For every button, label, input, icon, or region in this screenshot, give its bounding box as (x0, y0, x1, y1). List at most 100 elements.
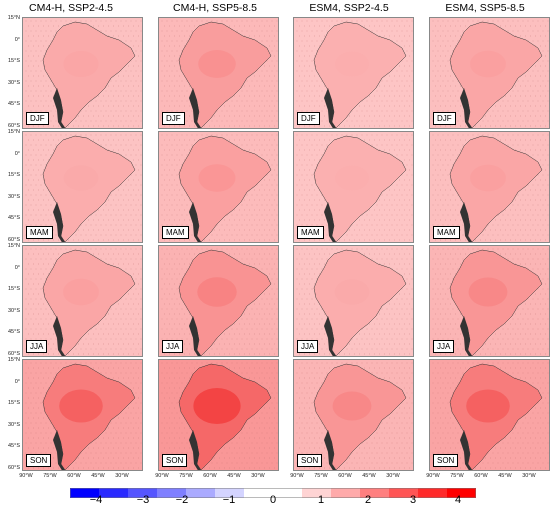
temperature-anomaly-map (23, 246, 142, 356)
colorbar-segment (273, 488, 303, 498)
colorbar-segment (128, 488, 158, 498)
map-panel-mam-col1: MAM (22, 131, 143, 243)
column-title-3: ESM4, SSP2-4.5 (309, 2, 389, 14)
colorbar-tick-label: 2 (364, 494, 372, 506)
latitude-tick-label: 60°S (8, 236, 20, 243)
andes-region (189, 316, 201, 356)
latitude-tick-label: 15°S (8, 58, 20, 64)
longitude-tick-label: 75°W (179, 473, 193, 479)
latitude-tick-label: 15°N (7, 15, 20, 21)
colorbar-ramp (70, 488, 477, 498)
warming-hotspot (470, 50, 506, 78)
andes-region (53, 430, 65, 470)
map-panel-djf-col2: DJF (158, 17, 279, 129)
temperature-anomaly-map (294, 132, 413, 242)
latitude-tick-label: 45°S (8, 215, 20, 221)
map-panel-djf-col3: DJF (293, 17, 414, 129)
longitude-tick-label: 90°W (426, 473, 440, 479)
map-panel-son-col4: SON (429, 359, 550, 471)
temperature-anomaly-map (294, 246, 413, 356)
column-title-2: CM4-H, SSP5-8.5 (172, 2, 258, 14)
warming-hotspot (334, 279, 370, 305)
season-label: DJF (433, 112, 456, 125)
warming-hotspot (63, 165, 99, 191)
temperature-anomaly-map (159, 246, 278, 356)
colorbar-tick-label: 0 (269, 494, 277, 506)
colorbar-tick-label: 4 (454, 494, 462, 506)
longitude-tick-label: 30°W (386, 473, 400, 479)
stippling (25, 248, 142, 355)
latitude-tick-label: 30°S (8, 421, 20, 428)
map-panel-jja-col2: JJA (158, 245, 279, 357)
warming-hotspot (59, 389, 103, 423)
latitude-tick-label: 0° (14, 264, 20, 271)
colorbar-tick-label: 1 (317, 494, 325, 506)
column-title-1: CM4-H, SSP2-4.5 (28, 2, 114, 14)
temperature-anomaly-map (430, 18, 549, 128)
map-panel-jja-col4: JJA (429, 245, 550, 357)
season-label: DJF (162, 112, 185, 125)
season-label: JJA (26, 340, 48, 353)
andes-region (460, 430, 472, 470)
colorbar-segment (447, 488, 477, 498)
warming-hotspot (335, 165, 369, 191)
temperature-anomaly-map (159, 18, 278, 128)
andes-region (460, 316, 472, 356)
map-panel-mam-col4: MAM (429, 131, 550, 243)
latitude-tick-label: 15°N (7, 129, 20, 135)
latitude-tick-label: 30°S (8, 307, 20, 314)
colorbar-tick-label: −3 (136, 494, 150, 506)
temperature-anomaly-map (430, 246, 549, 356)
latitude-tick-label: 60°S (8, 350, 20, 357)
colorbar-segment (389, 488, 419, 498)
colorbar-segment (186, 488, 216, 498)
season-label: MAM (26, 226, 53, 239)
season-label: MAM (433, 226, 460, 239)
map-panel-son-col1: SON (22, 359, 143, 471)
season-label: JJA (162, 340, 184, 353)
longitude-tick-label: 90°W (155, 473, 169, 479)
longitude-tick-label: 60°W (203, 473, 217, 479)
temperature-anomaly-map (23, 18, 142, 128)
andes-region (324, 202, 336, 242)
season-label: JJA (297, 340, 319, 353)
colorbar-tick-label: 3 (409, 494, 417, 506)
map-panel-son-col3: SON (293, 359, 414, 471)
colorbar-tick-label: −1 (222, 494, 236, 506)
andes-region (53, 316, 65, 356)
map-panel-mam-col2: MAM (158, 131, 279, 243)
map-panel-mam-col3: MAM (293, 131, 414, 243)
warming-hotspot (466, 389, 510, 423)
longitude-tick-label: 30°W (251, 473, 265, 479)
colorbar-segment (360, 488, 390, 498)
colorbar-segment (331, 488, 361, 498)
temperature-anomaly-map (430, 360, 549, 470)
season-label: SON (26, 454, 52, 467)
longitude-tick-label: 60°W (338, 473, 352, 479)
temperature-anomaly-map (23, 132, 142, 242)
season-label: SON (162, 454, 188, 467)
warming-hotspot (193, 388, 241, 424)
colorbar-segment (244, 488, 274, 498)
latitude-tick-label: 0° (14, 36, 20, 43)
season-label: SON (297, 454, 323, 467)
warming-hotspot (198, 50, 236, 78)
longitude-tick-label: 30°W (522, 473, 536, 479)
season-label: JJA (433, 340, 455, 353)
colorbar-segment (302, 488, 332, 498)
warming-hotspot (197, 277, 237, 307)
season-label: MAM (297, 226, 324, 239)
warming-hotspot (63, 278, 99, 306)
colorbar-tick-label: −2 (175, 494, 189, 506)
andes-region (324, 316, 336, 356)
map-panel-djf-col1: DJF (22, 17, 143, 129)
map-panel-djf-col4: DJF (429, 17, 550, 129)
latitude-tick-label: 45°S (8, 443, 20, 449)
colorbar-segment (70, 488, 100, 498)
longitude-tick-label: 75°W (450, 473, 464, 479)
longitude-tick-label: 60°W (474, 473, 488, 479)
temperature-anomaly-map (430, 132, 549, 242)
colorbar-segment (215, 488, 245, 498)
latitude-tick-label: 60°S (8, 464, 20, 471)
andes-region (189, 88, 201, 128)
